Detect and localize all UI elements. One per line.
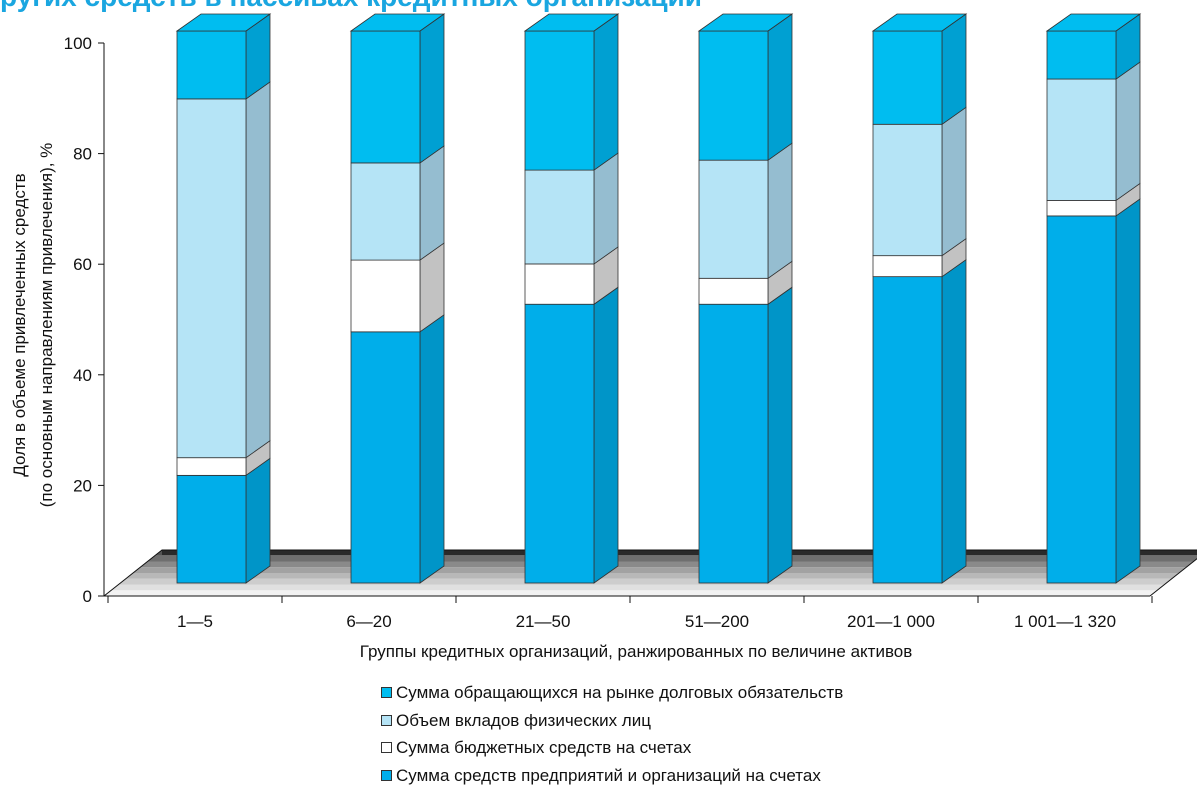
bar-segment xyxy=(350,162,421,261)
floor-back-edge xyxy=(162,550,1197,555)
bar-stack xyxy=(697,13,794,584)
legend-swatch-enterprise xyxy=(381,769,392,781)
y-axis-title-line-2: (по основным направлениям привлечения), … xyxy=(37,143,56,508)
bar-side xyxy=(419,145,445,261)
y-tick-label: 20 xyxy=(73,476,92,495)
bar-segment xyxy=(872,123,943,257)
bar-segment xyxy=(176,30,247,100)
legend-label-enterprise: Сумма средств предприятий и организаций … xyxy=(396,765,821,785)
bar-segment xyxy=(524,263,595,305)
category-label: 1 001—1 320 xyxy=(1014,612,1116,631)
legend-label-budget: Сумма бюджетных средств на счетах xyxy=(396,738,692,757)
category-label: 201—1 000 xyxy=(847,612,935,631)
floor-outline xyxy=(103,549,1197,597)
legend-item-deposits: Объем вкладов физических лиц xyxy=(381,707,843,735)
bar-top xyxy=(1045,13,1142,32)
bar-side xyxy=(245,81,271,459)
bar-side xyxy=(941,13,967,126)
bars xyxy=(175,13,1142,584)
bar-side xyxy=(767,13,793,161)
bar-segment xyxy=(350,259,421,333)
legend-swatch-budget xyxy=(381,742,392,754)
category-label: 51—200 xyxy=(685,612,749,631)
bar-side xyxy=(245,457,271,584)
category-label: 6—20 xyxy=(346,612,391,631)
bar-segment xyxy=(524,30,595,171)
bar-segment xyxy=(1046,215,1117,584)
bar-segment xyxy=(350,331,421,584)
bar-top xyxy=(349,13,446,32)
bar-top xyxy=(523,13,620,32)
legend-item-debt: Сумма обращающихся на рынке долговых обя… xyxy=(381,679,843,707)
bar-segment xyxy=(698,303,769,584)
floor-band xyxy=(147,555,1197,562)
bar-side xyxy=(419,314,445,584)
floor-band xyxy=(125,573,1179,579)
bar-segment xyxy=(698,159,769,279)
legend-label-debt: Сумма обращающихся на рынке долговых обя… xyxy=(396,683,844,702)
bar-stack xyxy=(1045,13,1142,584)
bar-segment xyxy=(698,30,769,161)
bar-segment xyxy=(524,169,595,265)
svg-text:ругих средств в пассивах кред: ругих средств в пассивах кредитных орган… xyxy=(0,0,702,12)
legend: Сумма обращающихся на рынке долговых обя… xyxy=(381,679,843,789)
y-tick-label: 80 xyxy=(73,145,92,164)
floor-band xyxy=(118,578,1172,585)
bar-segment xyxy=(350,30,421,164)
bar-side xyxy=(593,152,619,265)
bar-side xyxy=(767,286,793,584)
bar-side xyxy=(1115,198,1141,584)
y-tick-label: 100 xyxy=(64,34,92,53)
bar-segment xyxy=(176,457,247,476)
floor-band xyxy=(133,567,1187,573)
labels: 0 20 40 60 80 100 Доля в объеме привлеченных с… xyxy=(10,34,1116,661)
y-axis-title-line-1: Доля в объеме привлеченных средств xyxy=(10,173,29,476)
bar-side xyxy=(767,142,793,280)
floor-band xyxy=(111,584,1165,591)
bar-segment xyxy=(698,277,769,305)
bar-segment xyxy=(872,30,943,125)
legend-swatch-deposits xyxy=(381,714,392,726)
bar-side xyxy=(593,286,619,584)
y-tick-label: 60 xyxy=(73,255,92,274)
bar-top xyxy=(871,13,968,32)
bar-segment xyxy=(1046,78,1117,201)
y-tick-label: 0 xyxy=(83,587,92,606)
x-axis-title: Группы кредитных организаций, ранжирован… xyxy=(360,642,913,661)
category-label: 1—5 xyxy=(177,612,213,631)
bar-segment xyxy=(1046,200,1117,217)
bar-side xyxy=(593,13,619,171)
bar-segment xyxy=(872,255,943,278)
bar-stack xyxy=(523,13,620,584)
floor-band xyxy=(140,561,1194,568)
category-label: 21—50 xyxy=(516,612,571,631)
bar-side xyxy=(419,13,445,164)
bar-segment xyxy=(872,276,943,584)
bar-top xyxy=(175,13,272,32)
bar-side xyxy=(941,258,967,584)
bar-stack xyxy=(349,13,446,584)
bar-side xyxy=(1115,61,1141,202)
legend-label-deposits: Объем вкладов физических лиц xyxy=(396,710,651,730)
bar-side xyxy=(941,106,967,257)
bar-segment xyxy=(524,303,595,584)
bar-segment xyxy=(176,474,247,584)
floor-band xyxy=(104,590,1158,596)
bar-top xyxy=(697,13,794,32)
bar-stack xyxy=(175,13,272,584)
bar-segment xyxy=(176,98,247,459)
bar-segment xyxy=(1046,30,1117,80)
y-tick-label: 40 xyxy=(73,366,92,385)
axes xyxy=(98,42,1153,603)
legend-item-enterprise: Сумма средств предприятий и организаций … xyxy=(381,762,843,790)
cropped-title: ругих средств в пассивах кредитных орган… xyxy=(0,0,702,12)
legend-swatch-debt xyxy=(381,687,392,699)
legend-item-budget: Сумма бюджетных средств на счетах xyxy=(381,734,843,762)
bar-stack xyxy=(871,13,968,584)
